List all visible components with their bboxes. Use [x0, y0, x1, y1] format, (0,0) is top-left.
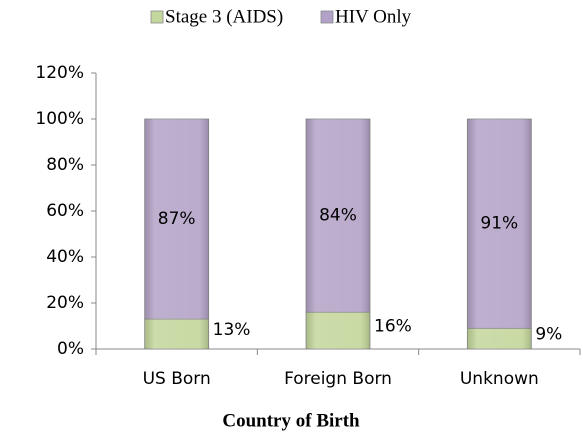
legend-swatch: [320, 10, 334, 24]
y-tick-label: 20%: [46, 293, 84, 313]
data-label: 16%: [374, 317, 412, 337]
legend-label: HIV Only: [335, 6, 412, 27]
y-tick-label: 100%: [35, 109, 84, 129]
x-tick-label: Foreign Born: [284, 369, 392, 389]
bar-shade: [467, 119, 532, 329]
bar-shade: [467, 328, 532, 349]
y-tick-label: 40%: [46, 247, 84, 267]
bar-shade: [144, 319, 209, 349]
y-tick-label: 120%: [35, 63, 84, 83]
y-tick-label: 60%: [46, 201, 84, 221]
data-label: 13%: [213, 320, 251, 340]
x-tick-label: Unknown: [460, 369, 539, 389]
y-tick-label: 0%: [57, 339, 84, 359]
x-tick-label: US Born: [143, 369, 211, 389]
data-label: 84%: [319, 206, 357, 226]
bar-shade: [144, 119, 209, 320]
data-label: 91%: [480, 214, 518, 234]
bar-shade: [306, 119, 370, 313]
x-axis-title: Country of Birth: [222, 410, 360, 431]
y-tick-label: 80%: [46, 155, 84, 175]
legend-label: Stage 3 (AIDS): [165, 6, 283, 27]
data-label: 9%: [535, 325, 562, 345]
legend-swatch: [150, 10, 164, 24]
data-label: 87%: [158, 209, 196, 229]
bar-shade: [306, 312, 370, 349]
